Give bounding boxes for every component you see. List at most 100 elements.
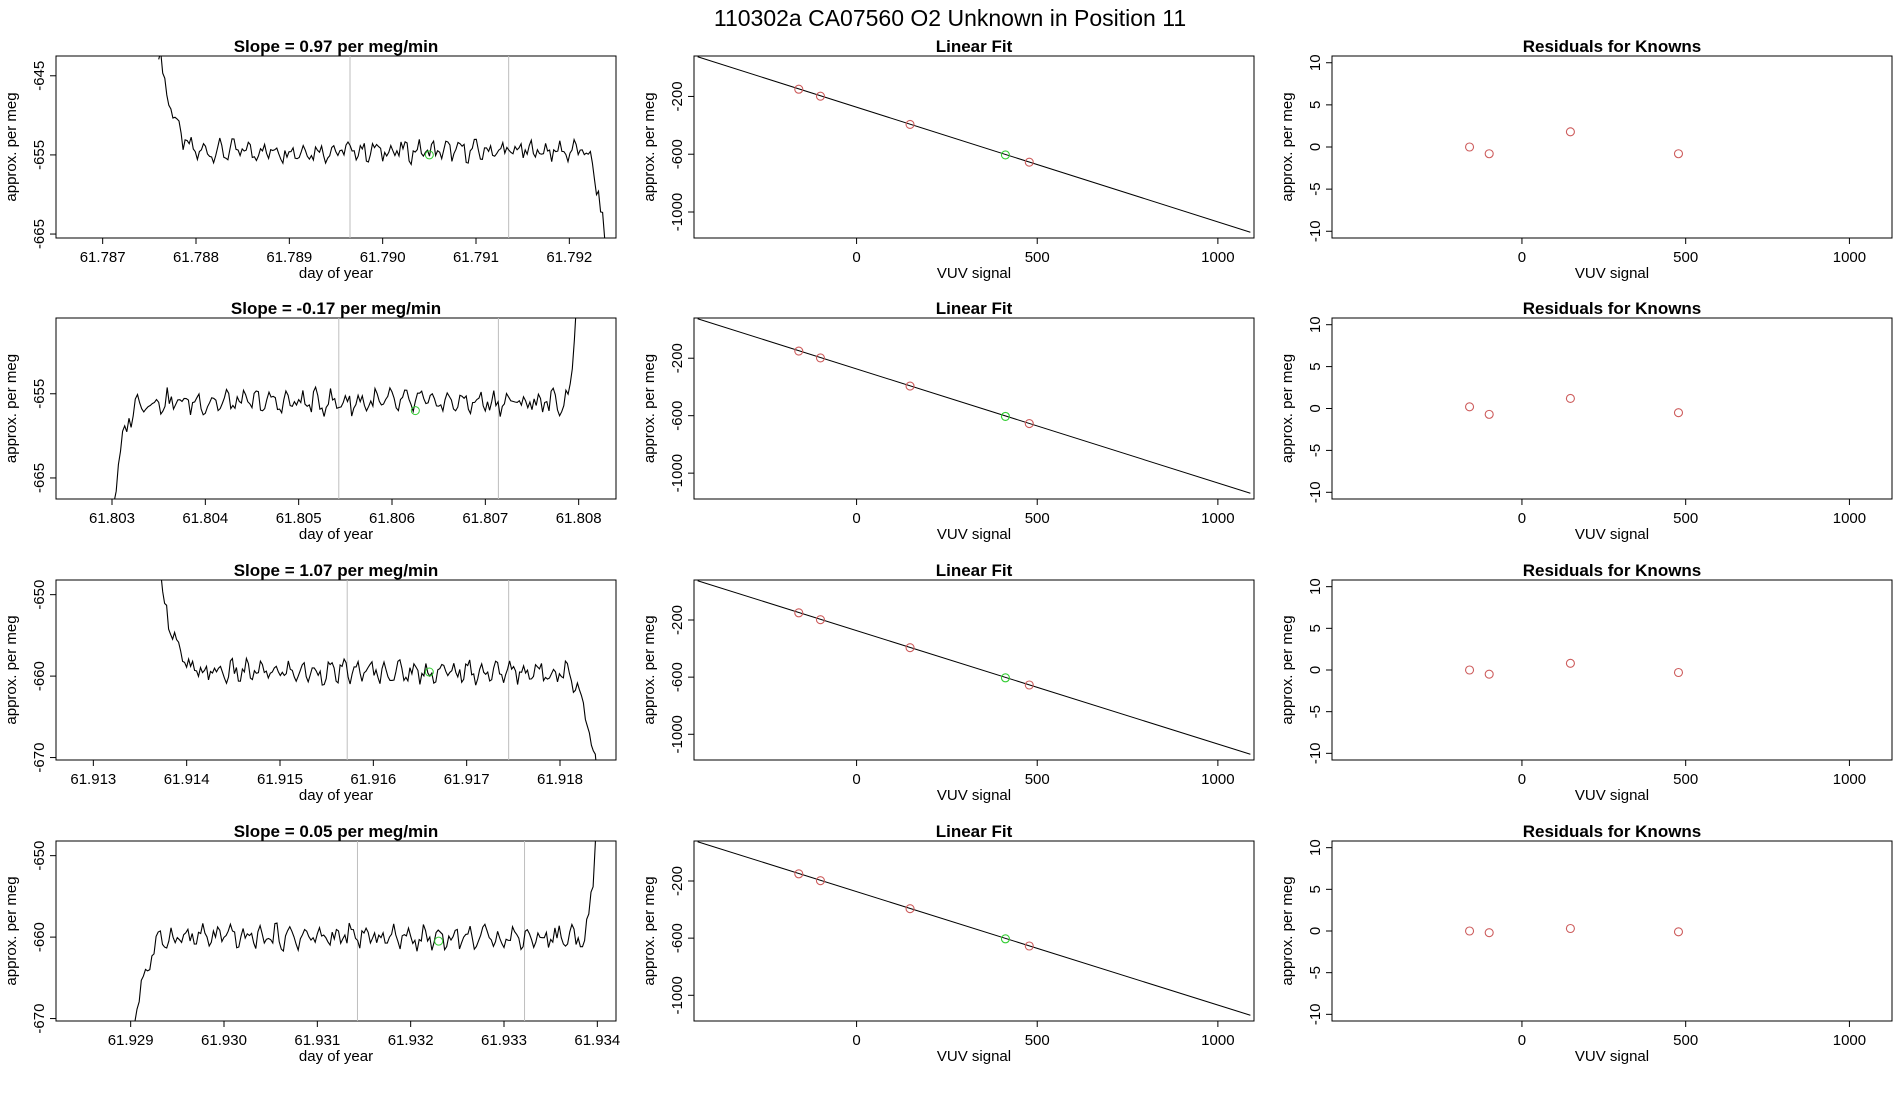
panel-row4-linearfit: Linear Fit 0 500 1000 -1000 -600 -200 VUV signa… <box>641 822 1255 1065</box>
y-axis-label: approx. per meg <box>3 876 20 985</box>
known-point <box>794 346 804 356</box>
plot-frame <box>55 317 617 500</box>
x-tick-label: 61.934 <box>574 1032 620 1049</box>
y-tick-label: -645 <box>31 61 48 91</box>
known-point <box>794 608 804 618</box>
x-axis-label: VUV signal <box>1575 526 1649 543</box>
x-tick-label: 0 <box>852 1032 860 1049</box>
y-tick-label: 10 <box>1307 316 1324 333</box>
y-tick-label: 0 <box>1307 927 1324 935</box>
x-tick-label: 0 <box>1518 771 1526 788</box>
panel-row3-linearfit: Linear Fit 0 500 1000 -1000 -600 -200 VUV signa… <box>641 561 1255 804</box>
known-point <box>905 904 915 914</box>
known-point <box>815 876 826 886</box>
y-tick-label: -1000 <box>669 715 686 753</box>
y-tick-label: -10 <box>1307 220 1324 242</box>
fit-line <box>697 580 1251 755</box>
known-point <box>1024 157 1034 167</box>
x-tick-label: 500 <box>1673 1032 1698 1049</box>
known-point <box>1673 927 1684 937</box>
y-axis-label: approx. per meg <box>641 92 658 201</box>
y-axis-label: approx. per meg <box>3 354 20 463</box>
fit-line <box>697 841 1251 1016</box>
y-tick-label: -1000 <box>669 193 686 231</box>
y-tick-label: -10 <box>1307 742 1324 764</box>
panel-title: Linear Fit <box>936 299 1013 318</box>
x-tick-label: 61.790 <box>360 249 406 266</box>
x-tick-label: 500 <box>1025 1032 1050 1049</box>
y-tick-label: -655 <box>31 379 48 409</box>
panel-title: Residuals for Knowns <box>1523 561 1702 580</box>
y-tick-label: -200 <box>669 343 686 373</box>
y-tick-label: -650 <box>31 580 48 610</box>
panel-grid: Slope = 0.97 per meg/min 61.787 61.788 61.7… <box>3 37 1893 1065</box>
panel-row3-timeseries: Slope = 1.07 per meg/min 61.913 61.914 61.9… <box>3 561 617 804</box>
panel-title: Slope = 0.05 per meg/min <box>234 822 439 841</box>
known-point <box>1024 680 1034 690</box>
x-tick-label: 61.803 <box>89 510 135 527</box>
plot-area <box>697 580 1251 755</box>
panel-title: Slope = 1.07 per meg/min <box>234 561 439 580</box>
known-point <box>1464 402 1475 412</box>
known-point <box>905 643 915 653</box>
x-tick-label: 1000 <box>1833 249 1866 266</box>
signal-trace <box>160 580 597 760</box>
x-tick-label: 61.913 <box>70 771 116 788</box>
panel-row3-residuals: Residuals for Knowns 0 500 1000 -10 -5 0 5 10 VUV… <box>1279 561 1893 804</box>
known-point <box>1484 669 1494 679</box>
x-axis-label: VUV signal <box>937 265 1011 282</box>
unknown-point <box>410 406 420 416</box>
known-point <box>1464 142 1475 152</box>
known-point <box>1464 926 1475 936</box>
panel-title: Residuals for Knowns <box>1523 37 1702 56</box>
panel-row2-linearfit: Linear Fit 0 500 1000 -1000 -600 -200 VUV signa… <box>641 299 1255 543</box>
known-point <box>1673 667 1684 678</box>
y-tick-label: -200 <box>669 81 686 111</box>
y-axis-label: approx. per meg <box>641 354 658 463</box>
y-tick-label: -10 <box>1307 481 1324 503</box>
y-tick-label: -1000 <box>669 454 686 492</box>
plot-area <box>158 56 606 238</box>
y-tick-label: 10 <box>1307 578 1324 595</box>
x-tick-label: 61.789 <box>266 249 312 266</box>
x-tick-label: 61.806 <box>369 510 415 527</box>
x-axis-label: VUV signal <box>1575 787 1649 804</box>
x-tick-label: 1000 <box>1201 510 1234 527</box>
x-tick-label: 500 <box>1673 771 1698 788</box>
y-tick-label: -655 <box>31 140 48 170</box>
y-tick-label: 0 <box>1307 143 1324 151</box>
y-axis-label: approx. per meg <box>3 92 20 201</box>
plot-area <box>160 580 597 760</box>
x-axis-label: day of year <box>299 265 373 282</box>
y-tick-label: -660 <box>31 661 48 691</box>
y-axis-label: approx. per meg <box>641 615 658 724</box>
plot-frame <box>55 840 617 1022</box>
panel-title: Slope = 0.97 per meg/min <box>234 37 439 56</box>
y-axis-label: approx. per meg <box>1279 615 1296 724</box>
x-axis-label: VUV signal <box>937 787 1011 804</box>
y-tick-label: -665 <box>31 463 48 493</box>
plot-frame <box>693 317 1255 500</box>
y-tick-label: -660 <box>31 922 48 952</box>
x-tick-label: 61.788 <box>173 249 219 266</box>
x-tick-label: 1000 <box>1201 249 1234 266</box>
signal-trace <box>134 841 596 1021</box>
y-tick-label: 10 <box>1307 54 1324 71</box>
y-tick-label: -600 <box>669 662 686 692</box>
x-tick-label: 61.916 <box>350 771 396 788</box>
x-tick-label: 500 <box>1025 771 1050 788</box>
y-tick-label: -600 <box>669 923 686 953</box>
known-point <box>794 869 804 879</box>
x-tick-label: 0 <box>852 249 860 266</box>
y-tick-label: -665 <box>31 219 48 249</box>
y-tick-label: -5 <box>1307 705 1324 718</box>
x-axis-label: day of year <box>299 1048 373 1065</box>
y-tick-label: -200 <box>669 605 686 635</box>
x-tick-label: 61.792 <box>546 249 592 266</box>
fit-line <box>697 318 1251 494</box>
x-tick-label: 1000 <box>1201 771 1234 788</box>
x-axis-label: VUV signal <box>1575 265 1649 282</box>
x-tick-label: 1000 <box>1833 771 1866 788</box>
panel-row2-timeseries: Slope = -0.17 per meg/min 61.803 61.804 61.… <box>3 299 617 543</box>
known-point <box>1673 149 1684 159</box>
